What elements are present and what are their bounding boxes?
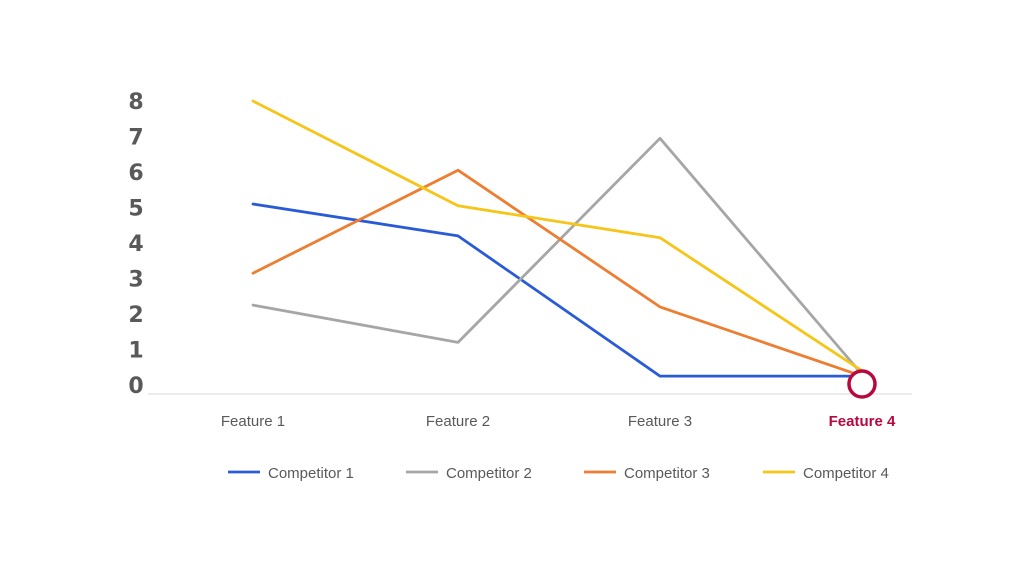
y-tick-label: 6 (128, 161, 143, 186)
y-tick-label: 7 (128, 126, 143, 151)
y-tick-label: 5 (128, 197, 143, 222)
y-tick-label: 8 (128, 90, 143, 115)
y-tick-label: 1 (128, 339, 143, 364)
series-line-competitor-1 (251, 202, 864, 378)
x-tick-label: Feature 3 (628, 413, 692, 430)
series-line-competitor-4 (251, 99, 864, 373)
legend-label-competitor-3: Competitor 3 (624, 465, 710, 482)
x-tick-label: Feature 1 (221, 413, 285, 430)
legend: Competitor 1 Competitor 2 Competitor 3 Comp… (228, 465, 889, 482)
legend-label-competitor-2: Competitor 2 (446, 465, 532, 482)
y-tick-label: 0 (128, 374, 143, 399)
x-axis-ticks: Feature 1 Feature 2 Feature 3 Feature 4 (221, 413, 896, 430)
y-tick-label: 2 (128, 303, 143, 328)
x-tick-label: Feature 4 (829, 413, 896, 430)
series-line-competitor-3 (251, 168, 864, 378)
legend-label-competitor-1: Competitor 1 (268, 465, 354, 482)
legend-label-competitor-4: Competitor 4 (803, 465, 889, 482)
series-line-competitor-2 (251, 136, 864, 376)
x-tick-label: Feature 2 (426, 413, 490, 430)
y-axis-ticks: 0 1 2 3 4 5 6 7 8 (128, 90, 143, 399)
y-tick-label: 3 (128, 268, 143, 293)
highlight-point-marker (847, 369, 877, 399)
y-tick-label: 4 (128, 232, 143, 257)
series-lines (251, 99, 864, 378)
highlight-markers (847, 369, 877, 399)
